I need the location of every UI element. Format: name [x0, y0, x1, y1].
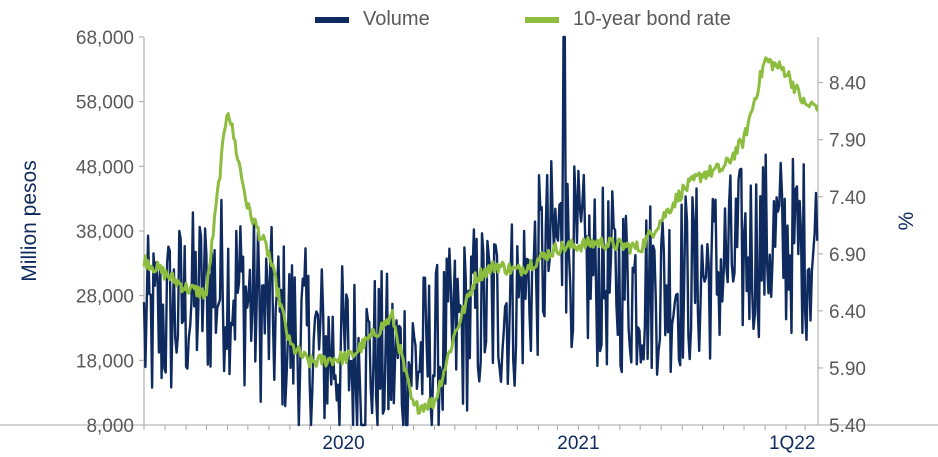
x-tick-label: 2020 — [322, 433, 364, 454]
left-tick-label: 8,000 — [86, 416, 134, 437]
legend-volume-label: Volume — [363, 8, 430, 30]
right-tick-label: 7.90 — [829, 131, 866, 152]
right-tick-label: 5.90 — [829, 359, 866, 380]
left-tick-label: 68,000 — [76, 28, 134, 49]
right-tick-label: 6.40 — [829, 302, 866, 323]
left-tick-label: 38,000 — [76, 222, 134, 243]
left-tick-label: 18,000 — [76, 351, 134, 372]
volume-series-line — [142, 35, 819, 427]
legend-bond-label: 10-year bond rate — [573, 8, 731, 30]
left-tick-label: 58,000 — [76, 93, 134, 114]
legend-bond: 10-year bond rate — [525, 8, 731, 31]
y-left-axis-title: Million pesos — [18, 160, 41, 281]
right-tick-label: 7.40 — [829, 188, 866, 209]
legend-bond-swatch — [525, 16, 559, 23]
left-tick-label: 48,000 — [76, 157, 134, 178]
x-tick-label: 2021 — [557, 433, 599, 454]
right-tick-label: 5.40 — [829, 416, 866, 437]
left-tick-label: 28,000 — [76, 287, 134, 308]
right-tick-label: 8.40 — [829, 74, 866, 95]
legend-volume: Volume — [315, 8, 430, 31]
bond-rate-series-line — [142, 56, 819, 415]
y-right-axis-title: % — [895, 212, 918, 231]
x-tick-label: 1Q22 — [769, 433, 815, 454]
legend-volume-swatch — [315, 16, 349, 23]
right-tick-label: 6.90 — [829, 245, 866, 266]
